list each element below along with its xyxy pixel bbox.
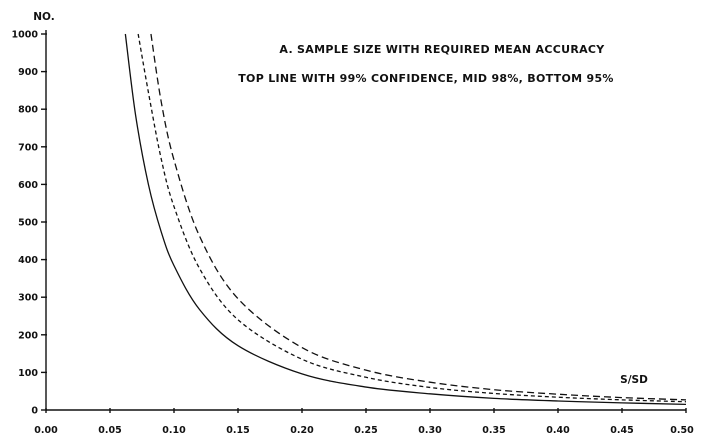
series-line-solid: [124, 33, 687, 406]
x-tick-label: 0.10: [162, 425, 186, 436]
y-tick-label: 700: [18, 142, 38, 153]
x-tick-label: 0.05: [98, 425, 121, 436]
y-tick-label: 800: [18, 105, 38, 116]
x-tick-label: 0.00: [34, 425, 58, 436]
x-tick-label: 0.20: [290, 425, 314, 436]
series-lines: [124, 33, 687, 406]
x-ticks: 0.00 0.05 0.10 0.15 0.20 0.25 0.30 0.35 0.40 0.45…: [34, 408, 694, 436]
chart-title-line-2: TOP LINE WITH 99% CONFIDENCE, MID 98%, B…: [238, 72, 614, 85]
y-tick-label: 0: [31, 406, 38, 417]
x-tick-label: 0.40: [546, 425, 570, 436]
x-tick-label: 0.25: [354, 425, 377, 436]
y-tick-label: 500: [18, 218, 38, 229]
x-tick-label: 0.30: [418, 425, 442, 436]
y-tick-label: 400: [18, 255, 38, 266]
y-ticks: 0 100 200 300 400 500 600 700 800 900 1000: [12, 30, 47, 417]
x-tick-label: 0.45: [610, 425, 633, 436]
y-tick-label: 100: [18, 368, 38, 379]
x-tick-label: 0.50: [670, 425, 694, 436]
y-tick-label: 600: [18, 180, 38, 191]
series-line-short-dash: [137, 33, 687, 403]
y-axis-label: NO.: [33, 11, 54, 23]
axes: [45, 30, 686, 411]
series-line-long-dash: [150, 33, 687, 401]
y-tick-label: 1000: [12, 30, 39, 41]
chart-title-line-1: A. SAMPLE SIZE WITH REQUIRED MEAN ACCURA…: [279, 43, 605, 56]
x-axis-label: S/SD: [620, 374, 648, 386]
x-tick-label: 0.35: [482, 425, 505, 436]
x-tick-label: 0.15: [226, 425, 249, 436]
y-tick-label: 900: [18, 67, 38, 78]
y-tick-label: 300: [18, 293, 38, 304]
y-tick-label: 200: [18, 330, 38, 341]
